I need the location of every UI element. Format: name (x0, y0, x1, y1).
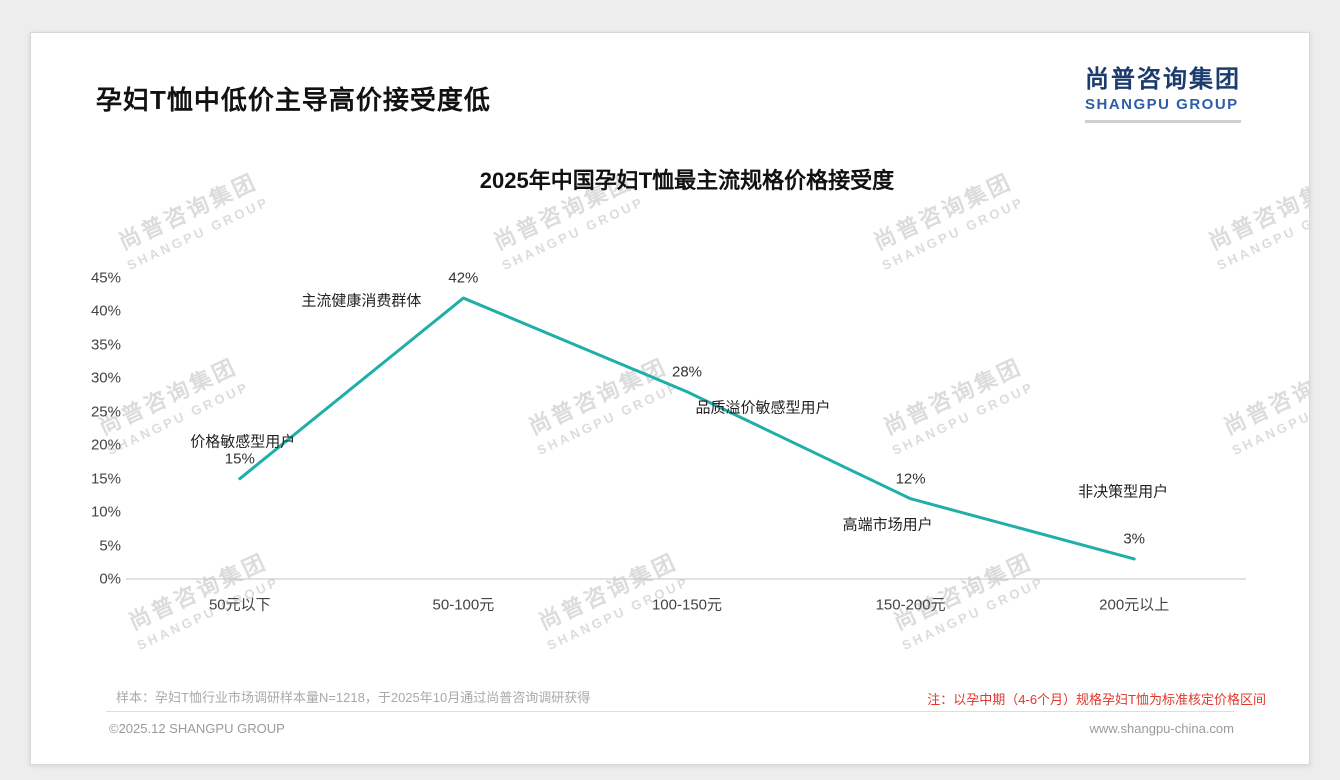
annotation-label: 品质溢价敏感型用户 (695, 399, 831, 417)
y-axis-label: 45% (90, 269, 121, 287)
y-axis-label: 20% (90, 436, 121, 454)
company-logo: 尚普咨询集团 SHANGPU GROUP (1085, 59, 1241, 123)
y-axis-label: 10% (90, 503, 121, 521)
line-chart: 0% 5% 10% 15% 20% 25% 30% 35% 40% 45% 50元以下 50-100元… (31, 33, 1309, 764)
annotation-label: 主流健康消费群体 (301, 292, 422, 310)
data-value-label: 42% (448, 269, 479, 287)
chart-title: 2025年中国孕妇T恤最主流规格价格接受度 (479, 168, 895, 193)
x-axis-label: 150-200元 (875, 596, 946, 614)
annotation-label: 非决策型用户 (1078, 483, 1169, 501)
data-value-label: 12% (895, 470, 926, 488)
x-axis-label: 100-150元 (651, 596, 723, 614)
footer-divider (106, 711, 1234, 712)
report-slide: 尚普咨询集团 SHANGPU GROUP 尚普咨询集团 SHANGPU GROUP 尚普… (30, 32, 1310, 765)
page-title: 孕妇T恤中低价主导高价接受度低 (96, 85, 491, 115)
y-axis-label: 5% (99, 537, 121, 555)
copyright-text: ©2025.12 SHANGPU GROUP (109, 721, 285, 736)
x-axis-label: 200元以上 (1099, 596, 1170, 614)
y-axis-label: 35% (90, 336, 121, 354)
x-axis-label: 50-100元 (432, 596, 495, 614)
sample-note: 样本：孕妇T恤行业市场调研样本量N=1218，于2025年10月通过尚普咨询调研… (116, 690, 591, 705)
annotation-label: 高端市场用户 (842, 516, 933, 534)
trend-line (238, 296, 1136, 561)
pricing-note: 注：以孕中期（4-6个月）规格孕妇T恤为标准核定价格区间 (927, 692, 1266, 707)
chart-canvas (126, 296, 1246, 580)
y-axis-label: 30% (90, 369, 121, 387)
data-value-label: 28% (671, 363, 703, 381)
data-value-label: 3% (1123, 530, 1146, 548)
y-axis-label: 0% (99, 570, 121, 588)
logo-english-text: SHANGPU GROUP (1085, 96, 1239, 113)
y-axis-label: 25% (90, 403, 121, 421)
y-axis-label: 15% (90, 470, 121, 488)
website-text: www.shangpu-china.com (1089, 721, 1234, 736)
logo-chinese-text: 尚普咨询集团 (1085, 66, 1241, 93)
data-value-label: 15% (224, 450, 255, 468)
x-axis-label: 50元以下 (208, 596, 271, 614)
footer: ©2025.12 SHANGPU GROUP www.shangpu-china… (109, 721, 1234, 736)
y-axis-label: 40% (90, 302, 121, 320)
annotation-label: 价格敏感型用户 (190, 433, 296, 451)
